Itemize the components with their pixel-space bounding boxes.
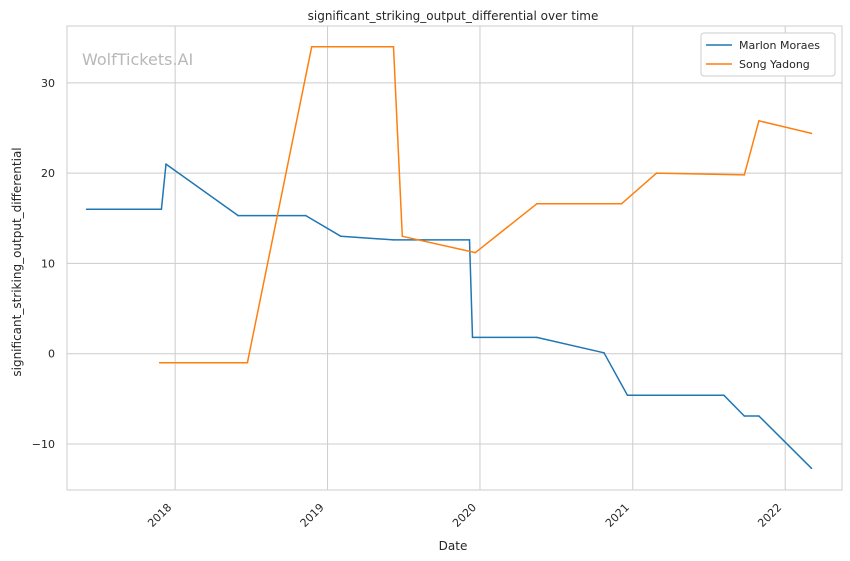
y-gridlines: [67, 82, 842, 445]
data-point-song-yadong: [758, 120, 760, 122]
data-point-song-yadong: [401, 235, 404, 238]
legend-label-marlon-moraes: Marlon Moraes: [739, 39, 820, 52]
watermark: WolfTickets.AI: [82, 50, 193, 69]
data-point-marlon-moraes: [165, 163, 167, 165]
y-axis-label: significant_striking_output_differential: [10, 147, 24, 376]
data-point-marlon-moraes: [810, 467, 813, 470]
data-point-marlon-moraes: [160, 208, 163, 211]
data-point-song-yadong: [810, 132, 813, 135]
data-point-marlon-moraes: [536, 336, 538, 339]
plot-area-frame: [66, 25, 843, 491]
x-tick-label: 2020: [450, 501, 479, 530]
data-point-marlon-moraes: [392, 239, 395, 241]
data-point-marlon-moraes: [626, 394, 629, 397]
data-point-song-yadong: [474, 251, 477, 254]
y-tick-label: 30: [41, 77, 55, 90]
series-layer: [85, 46, 813, 470]
x-axis-label: Date: [439, 539, 468, 553]
data-point-song-yadong: [743, 174, 746, 176]
y-tick-label: 10: [41, 257, 55, 270]
y-tick-labels: −10 0 10 20 30: [32, 77, 55, 451]
x-tick-label: 2019: [298, 501, 327, 530]
data-point-song-yadong: [655, 172, 658, 174]
legend-box: [700, 32, 836, 77]
y-tick-label: 20: [41, 167, 55, 180]
data-point-song-yadong: [620, 203, 623, 205]
data-point-marlon-moraes: [603, 352, 605, 354]
data-point-marlon-moraes: [758, 415, 760, 417]
x-gridlines: [174, 26, 786, 490]
x-tick-label: 2022: [755, 501, 784, 530]
data-point-marlon-moraes: [723, 394, 725, 397]
x-tick-label: 2021: [603, 501, 632, 530]
data-point-song-yadong: [246, 361, 249, 364]
x-tick-labels: 2018 2019 2020 2021 2022: [145, 501, 784, 530]
legend: Marlon Moraes Song Yadong: [700, 32, 836, 77]
legend-label-song-yadong: Song Yadong: [739, 58, 810, 71]
data-point-marlon-moraes: [85, 208, 88, 211]
x-tick-label: 2018: [145, 501, 174, 530]
data-point-song-yadong: [392, 46, 395, 48]
data-point-marlon-moraes: [305, 214, 307, 217]
data-point-marlon-moraes: [237, 214, 239, 217]
data-point-marlon-moraes: [340, 235, 342, 238]
data-point-song-yadong: [310, 46, 313, 48]
data-point-song-yadong: [158, 361, 161, 364]
data-point-song-yadong: [536, 203, 538, 205]
data-point-marlon-moraes: [471, 336, 474, 339]
y-tick-label: −10: [32, 438, 55, 451]
series-line-song-yadong: [159, 46, 812, 364]
y-tick-label: 0: [48, 348, 55, 361]
data-point-marlon-moraes: [468, 239, 471, 241]
chart-title: significant_striking_output_differential…: [308, 9, 599, 23]
series-line-marlon-moraes: [86, 163, 813, 469]
data-point-marlon-moraes: [743, 415, 746, 417]
